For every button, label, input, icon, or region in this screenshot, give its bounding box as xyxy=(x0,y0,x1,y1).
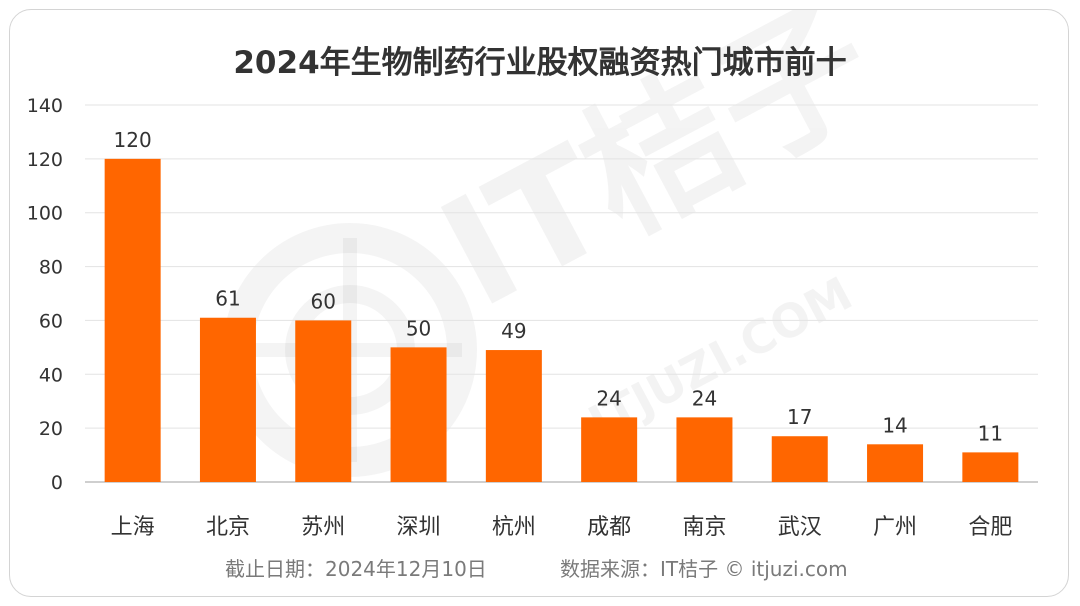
data-label: 50 xyxy=(406,316,431,340)
y-tick-label: 80 xyxy=(39,257,63,279)
data-label: 14 xyxy=(882,413,907,437)
bar-7 xyxy=(676,417,733,482)
category-label: 武汉 xyxy=(778,515,822,540)
footer-date: 截止日期：2024年12月10日 xyxy=(225,557,487,581)
data-label: 24 xyxy=(692,386,717,410)
category-label: 苏州 xyxy=(301,515,345,540)
bar-9 xyxy=(867,444,924,482)
y-tick-label: 140 xyxy=(27,95,63,117)
category-label: 成都 xyxy=(587,515,631,540)
chart-title: 2024年生物制药行业股权融资热门城市前十 xyxy=(233,45,846,81)
y-tick-label: 100 xyxy=(27,203,63,225)
data-label: 17 xyxy=(787,405,812,429)
category-label: 南京 xyxy=(682,515,726,540)
chart-card: IT桔子 ITJUZI.COM 2024年生物制药行业股权融资热门城市前十 02… xyxy=(9,9,1069,597)
data-labels: 120 61 60 50 49 24 24 17 14 11 xyxy=(114,128,1004,446)
data-label: 11 xyxy=(978,421,1003,445)
y-tick-label: 60 xyxy=(39,310,63,332)
bar-1 xyxy=(104,158,161,482)
footer-source: 数据来源：IT桔子 © itjuzi.com xyxy=(560,557,848,581)
category-label: 北京 xyxy=(206,515,250,540)
y-tick-label: 40 xyxy=(39,364,63,386)
bar-5 xyxy=(485,350,542,482)
y-tick-label: 120 xyxy=(27,149,63,171)
category-label: 杭州 xyxy=(492,515,536,540)
y-tick-label: 20 xyxy=(39,418,63,440)
category-labels: 上海 北京 苏州 深圳 杭州 成都 南京 武汉 广州 合肥 xyxy=(111,515,1013,540)
data-label: 49 xyxy=(501,319,526,343)
bar-2 xyxy=(199,317,256,482)
bar-6 xyxy=(581,417,638,482)
data-label: 24 xyxy=(596,386,621,410)
category-label: 广州 xyxy=(873,515,917,540)
bar-10 xyxy=(962,452,1019,482)
category-label: 合肥 xyxy=(968,515,1012,540)
category-label: 上海 xyxy=(111,515,155,540)
bars xyxy=(104,158,1019,482)
y-tick-label: 0 xyxy=(51,472,63,494)
y-axis-ticks: 0 20 40 60 80 100 120 140 xyxy=(27,95,63,494)
bar-3 xyxy=(295,320,352,482)
data-label: 60 xyxy=(311,289,336,313)
category-label: 深圳 xyxy=(397,515,441,540)
data-label: 120 xyxy=(114,128,152,152)
data-label: 61 xyxy=(215,287,240,311)
bar-chart: IT桔子 ITJUZI.COM 2024年生物制药行业股权融资热门城市前十 02… xyxy=(27,10,1038,581)
bar-4 xyxy=(390,347,447,482)
bar-8 xyxy=(771,436,828,482)
